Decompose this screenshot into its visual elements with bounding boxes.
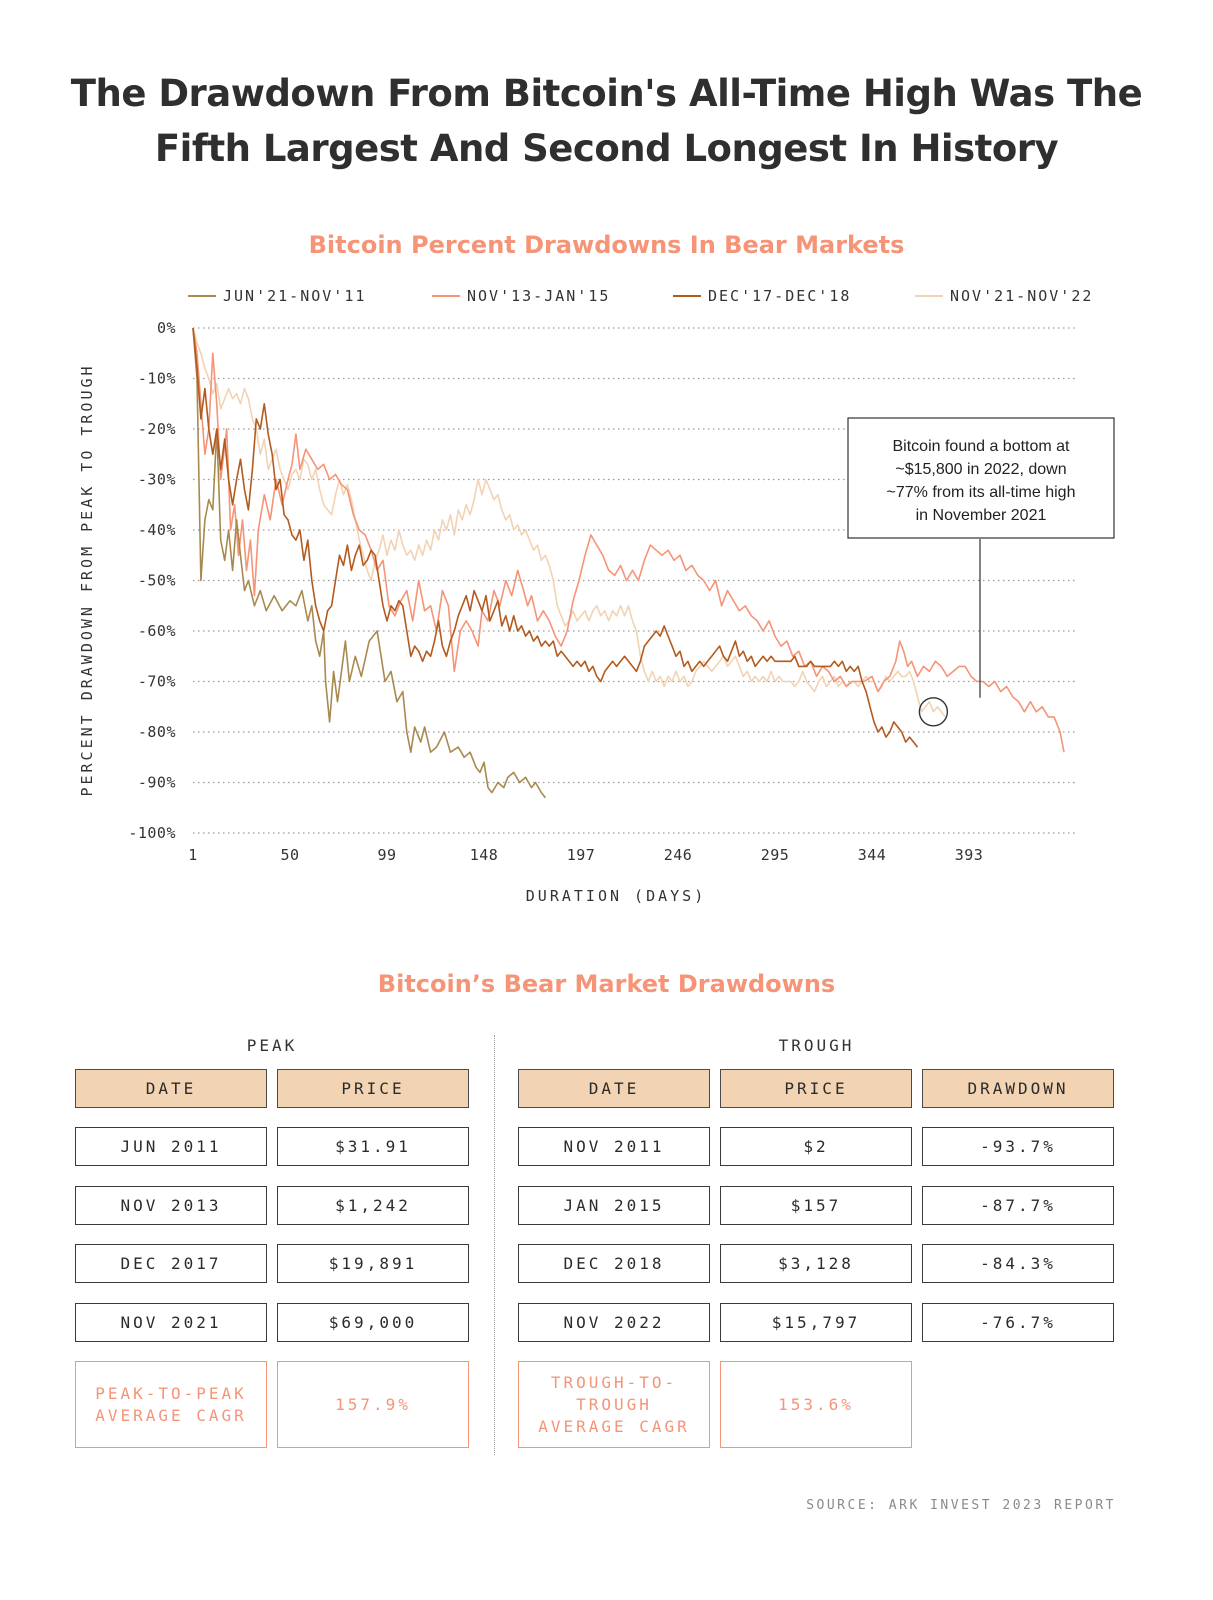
y-tick-label: -30% [138, 471, 176, 489]
x-tick-label: 246 [664, 846, 693, 864]
peak-price-cell: $1,242 [277, 1186, 469, 1225]
x-tick-label: 197 [567, 846, 596, 864]
annotation-circle [918, 697, 949, 727]
trough-date-cell: DEC 2018 [518, 1244, 710, 1283]
drawdown-cell: -93.7% [922, 1127, 1114, 1166]
y-tick-label: -60% [138, 622, 176, 640]
y-tick-label: -100% [128, 824, 176, 842]
peak-price-cell: $19,891 [277, 1244, 469, 1283]
legend-label: NOV'21-NOV'22 [950, 287, 1093, 305]
series-line [192, 327, 1065, 753]
trough-date-cell: NOV 2022 [518, 1303, 710, 1342]
drawdown-header: DRAWDOWN [922, 1069, 1114, 1108]
peak-price-cell: $69,000 [277, 1303, 469, 1342]
trough-price-cell: $3,128 [720, 1244, 912, 1283]
peak-price-cell: $31.91 [277, 1127, 469, 1166]
source-note: SOURCE: ARK INVEST 2023 REPORT [806, 1498, 1116, 1513]
trough-cagr-value: 153.6% [720, 1361, 912, 1448]
peak-price-header: PRICE [277, 1069, 469, 1108]
y-tick-label: -70% [138, 673, 176, 691]
x-tick-label: 99 [377, 846, 396, 864]
trough-price-header: PRICE [720, 1069, 912, 1108]
x-tick-label: 393 [955, 846, 984, 864]
drawdown-cell: -84.3% [922, 1244, 1114, 1283]
legend-label: NOV'13-JAN'15 [467, 287, 610, 305]
x-tick-label: 295 [761, 846, 790, 864]
annotation-text: ~$15,800 in 2022, down [895, 461, 1066, 478]
peak-date-cell: NOV 2013 [75, 1186, 267, 1225]
x-tick-label: 344 [858, 846, 887, 864]
y-tick-label: -10% [138, 370, 176, 388]
trough-date-cell: NOV 2011 [518, 1127, 710, 1166]
series-line [192, 327, 946, 718]
series-line [192, 327, 547, 799]
peak-cagr-label: PEAK-TO-PEAK AVERAGE CAGR [75, 1361, 267, 1448]
x-tick-label: 148 [470, 846, 499, 864]
y-tick-label: 0% [157, 319, 176, 337]
peak-date-header: DATE [75, 1069, 267, 1108]
x-tick-label: 1 [188, 846, 198, 864]
chart-title: Bitcoin Percent Drawdowns In Bear Market… [308, 231, 905, 259]
main-title-line-2: Fifth Largest And Second Longest In Hist… [154, 127, 1059, 170]
trough-date-cell: JAN 2015 [518, 1186, 710, 1225]
main-title: The Drawdown From Bitcoin's All-Time Hig… [0, 66, 1213, 176]
y-tick-label: -90% [138, 774, 176, 792]
legend-label: JUN'21-NOV'11 [223, 287, 366, 305]
trough-price-cell: $15,797 [720, 1303, 912, 1342]
trough-price-cell: $2 [720, 1127, 912, 1166]
y-tick-label: -20% [138, 420, 176, 438]
annotation-text: ~77% from its all-time high [887, 484, 1076, 501]
peak-date-cell: DEC 2017 [75, 1244, 267, 1283]
trough-price-cell: $157 [720, 1186, 912, 1225]
y-tick-label: -40% [138, 521, 176, 539]
legend-label: DEC'17-DEC'18 [708, 287, 851, 305]
peak-section-label: PEAK [246, 1036, 298, 1055]
series-line [192, 327, 919, 748]
peak-cagr-value: 157.9% [277, 1361, 469, 1448]
trough-cagr-label: TROUGH-TO-TROUGH AVERAGE CAGR [518, 1361, 710, 1448]
drawdown-cell: -76.7% [922, 1303, 1114, 1342]
trough-section-label: TROUGH [778, 1036, 855, 1055]
annotation-text: in November 2021 [916, 507, 1047, 524]
peak-date-cell: JUN 2011 [75, 1127, 267, 1166]
y-tick-label: -50% [138, 572, 176, 590]
trough-date-header: DATE [518, 1069, 710, 1108]
drawdown-chart: 0% -10% -20% -30% -40% -50% -60% -70% -80% -90% -1… [78, 287, 1115, 905]
peak-date-cell: NOV 2021 [75, 1303, 267, 1342]
table-title: Bitcoin’s Bear Market Drawdowns [377, 970, 836, 998]
drawdown-cell: -87.7% [922, 1186, 1114, 1225]
x-tick-label: 50 [280, 846, 299, 864]
main-title-line-1: The Drawdown From Bitcoin's All-Time Hig… [70, 72, 1143, 115]
y-axis-label: PERCENT DRAWDOWN FROM PEAK TO TROUGH [78, 363, 96, 796]
annotation-text: Bitcoin found a bottom at [893, 438, 1071, 455]
x-axis-label: DURATION (DAYS) [526, 887, 706, 905]
section-divider [494, 1035, 495, 1455]
annotation-box [847, 417, 1115, 539]
y-tick-label: -80% [138, 723, 176, 741]
